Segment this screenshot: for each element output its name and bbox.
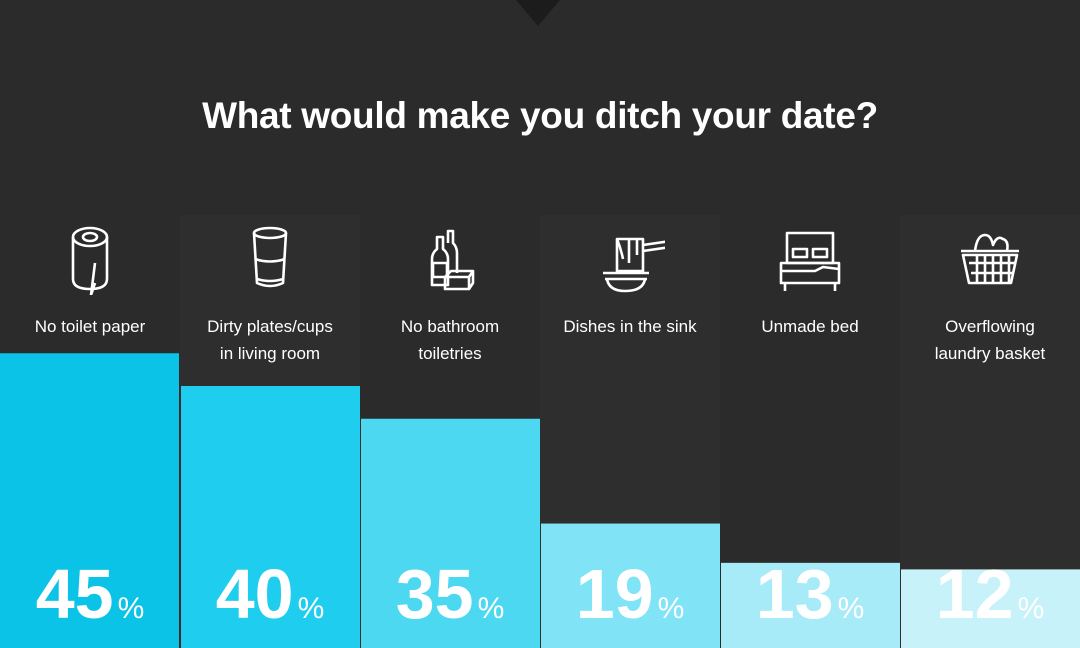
bar bbox=[361, 418, 540, 648]
data-label-unit: % bbox=[838, 592, 865, 625]
category-label-line: No toilet paper bbox=[34, 317, 146, 336]
data-label-value: 40 bbox=[216, 555, 294, 633]
toilet-paper-icon bbox=[71, 226, 109, 295]
data-label: 19% bbox=[576, 555, 685, 633]
top-notch bbox=[516, 0, 560, 26]
data-label-unit: % bbox=[298, 592, 325, 625]
data-label-value: 45 bbox=[36, 555, 114, 633]
category-label: Unmade bed bbox=[720, 313, 900, 340]
category-label-line: toiletries bbox=[418, 344, 482, 363]
data-label-unit: % bbox=[658, 592, 685, 625]
category-label: Overflowing laundry basket bbox=[900, 313, 1080, 367]
category-label-line: Unmade bed bbox=[761, 317, 859, 336]
dishes-icon bbox=[603, 237, 665, 293]
data-label-value: 12 bbox=[936, 555, 1014, 633]
category-label: No toilet paper bbox=[0, 313, 180, 340]
bar bbox=[181, 386, 360, 648]
laundry-basket-icon bbox=[961, 233, 1019, 285]
bed-icon bbox=[779, 231, 841, 291]
category-label-line: Dirty plates/cups bbox=[207, 317, 333, 336]
data-label: 40% bbox=[216, 555, 325, 633]
data-label-unit: % bbox=[118, 592, 145, 625]
category-label-line: in living room bbox=[219, 344, 321, 363]
category-label: Dirty plates/cups in living room bbox=[180, 313, 360, 367]
data-label: 12% bbox=[936, 555, 1045, 633]
chart-title: What would make you ditch your date? bbox=[202, 95, 878, 136]
data-label-value: 13 bbox=[756, 555, 834, 633]
bar bbox=[721, 562, 900, 648]
category-label-line: laundry basket bbox=[934, 344, 1046, 363]
bar bbox=[0, 353, 179, 648]
bar bbox=[901, 569, 1080, 648]
category-label-line: No bathroom bbox=[400, 317, 500, 336]
data-label: 35% bbox=[396, 555, 505, 633]
cup-icon bbox=[252, 226, 288, 288]
data-label-unit: % bbox=[1018, 592, 1045, 625]
category-label: No bathroom toiletries bbox=[360, 313, 540, 367]
category-column: No bathroom toiletries bbox=[360, 215, 540, 648]
data-label: 13% bbox=[756, 555, 865, 633]
category-column: Unmade bed bbox=[720, 215, 900, 648]
category-column: No toilet paper bbox=[0, 215, 180, 648]
data-label-unit: % bbox=[478, 592, 505, 625]
toiletries-icon bbox=[430, 229, 475, 291]
bar bbox=[541, 523, 720, 648]
category-label-line: Overflowing bbox=[945, 317, 1035, 336]
category-label: Dishes in the sink bbox=[540, 313, 720, 340]
data-label-value: 35 bbox=[396, 555, 474, 633]
data-label: 45% bbox=[36, 555, 145, 633]
category-label-line: Dishes in the sink bbox=[563, 317, 697, 336]
data-label-value: 19 bbox=[576, 555, 654, 633]
